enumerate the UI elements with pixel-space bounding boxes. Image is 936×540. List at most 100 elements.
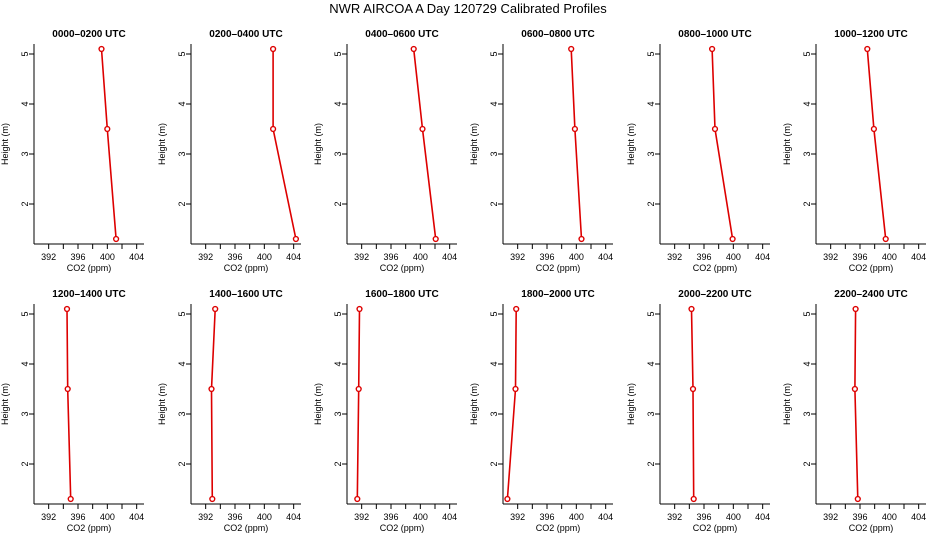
y-tick-label: 2 <box>177 461 187 466</box>
y-tick-label: 5 <box>646 51 656 56</box>
x-tick-label: 396 <box>696 512 711 522</box>
profile-line <box>412 48 437 240</box>
y-tick-label: 5 <box>802 51 812 56</box>
y-tick-label: 4 <box>646 101 656 106</box>
chart-panel-11: 2000–2200 UTC 392 396 400 404 2 3 4 5 CO2 (ppm) He… <box>626 289 770 533</box>
panel-title: 1400–1600 UTC <box>209 289 282 300</box>
profile-line <box>866 48 887 240</box>
y-axis-label: Height (m) <box>782 383 792 425</box>
y-tick-label: 5 <box>177 311 187 316</box>
y-axis-label: Height (m) <box>469 123 479 165</box>
data-point <box>568 45 575 53</box>
y-tick-label: 3 <box>20 151 30 156</box>
data-point <box>513 305 520 313</box>
profile-line <box>690 308 695 500</box>
data-point <box>504 495 511 503</box>
y-tick-label: 4 <box>20 361 30 366</box>
x-axis-label: CO2 (ppm) <box>536 523 581 533</box>
data-point <box>852 305 859 313</box>
data-point <box>64 385 71 393</box>
y-tick-label: 2 <box>802 461 812 466</box>
x-tick-label: 400 <box>257 252 272 262</box>
data-point <box>354 495 361 503</box>
y-tick-label: 2 <box>646 461 656 466</box>
x-tick-label: 396 <box>383 252 398 262</box>
data-point <box>292 235 300 243</box>
data-point <box>67 495 74 503</box>
chart-panel-8: 1400–1600 UTC 392 396 400 404 2 3 4 5 CO2 (ppm) He… <box>157 289 301 533</box>
chart-panel-5: 0800–1000 UTC 392 396 400 404 2 3 4 5 CO2 (ppm) He… <box>626 29 770 273</box>
x-axis-label: CO2 (ppm) <box>536 263 581 273</box>
y-tick-label: 4 <box>333 101 343 106</box>
data-point <box>98 45 105 53</box>
x-tick-label: 404 <box>911 512 926 522</box>
x-tick-label: 404 <box>755 252 770 262</box>
chart-panel-7: 1200–1400 UTC 392 396 400 404 2 3 4 5 CO2 (ppm) He… <box>0 289 144 533</box>
data-point <box>270 45 277 53</box>
x-tick-label: 396 <box>852 512 867 522</box>
x-axis-label: CO2 (ppm) <box>380 523 425 533</box>
y-tick-label: 3 <box>802 411 812 416</box>
data-point <box>208 385 215 393</box>
y-tick-label: 3 <box>333 411 343 416</box>
y-tick-label: 4 <box>802 361 812 366</box>
panel-title: 1600–1800 UTC <box>365 289 438 300</box>
data-point <box>212 305 219 313</box>
x-tick-label: 396 <box>383 512 398 522</box>
x-tick-label: 404 <box>129 512 144 522</box>
panel-title: 0400–0600 UTC <box>365 29 438 40</box>
y-tick-label: 5 <box>333 311 343 316</box>
x-tick-label: 392 <box>198 252 213 262</box>
data-point <box>711 125 719 133</box>
data-point <box>708 45 716 53</box>
y-tick-label: 2 <box>802 201 812 206</box>
y-axis-label: Height (m) <box>782 123 792 165</box>
data-point <box>270 125 277 133</box>
x-tick-label: 396 <box>70 252 85 262</box>
y-tick-label: 4 <box>177 361 187 366</box>
x-axis-label: CO2 (ppm) <box>849 523 894 533</box>
chart-panel-4: 0600–0800 UTC 392 396 400 404 2 3 4 5 CO2 (ppm) He… <box>469 29 613 273</box>
data-point <box>432 235 439 243</box>
data-point <box>410 45 417 53</box>
profile-line <box>100 48 117 240</box>
x-tick-label: 396 <box>539 512 554 522</box>
x-axis-label: CO2 (ppm) <box>224 263 269 273</box>
panel-title: 0600–0800 UTC <box>521 29 594 40</box>
x-tick-label: 400 <box>882 252 897 262</box>
x-tick-label: 400 <box>882 512 897 522</box>
chart-panel-1: 0000–0200 UTC 392 396 400 404 2 3 4 5 CO2 (ppm) He… <box>0 29 144 273</box>
data-point <box>112 235 120 243</box>
data-point <box>851 385 859 393</box>
x-tick-label: 404 <box>442 512 457 522</box>
x-tick-label: 400 <box>257 512 272 522</box>
y-tick-label: 2 <box>646 201 656 206</box>
profile-line <box>272 49 297 240</box>
y-tick-label: 4 <box>646 361 656 366</box>
y-tick-label: 2 <box>333 201 343 206</box>
panel-title: 2200–2400 UTC <box>834 289 907 300</box>
x-tick-label: 404 <box>598 252 613 262</box>
y-tick-label: 4 <box>802 101 812 106</box>
y-tick-label: 4 <box>177 101 187 106</box>
panel-title: 1800–2000 UTC <box>521 289 594 300</box>
data-point <box>578 235 585 243</box>
chart-panel-6: 1000–1200 UTC 392 396 400 404 2 3 4 5 CO2 (ppm) He… <box>782 29 926 273</box>
data-point <box>63 305 71 313</box>
x-tick-label: 392 <box>198 512 213 522</box>
x-tick-label: 404 <box>286 512 301 522</box>
y-tick-label: 5 <box>177 51 187 56</box>
y-tick-label: 2 <box>177 201 187 206</box>
x-tick-label: 400 <box>569 252 584 262</box>
data-point <box>864 45 871 53</box>
chart-panel-9: 1600–1800 UTC 392 396 400 404 2 3 4 5 CO2 (ppm) He… <box>313 289 457 533</box>
y-axis-label: Height (m) <box>157 383 167 425</box>
panel-title: 1000–1200 UTC <box>834 29 907 40</box>
y-tick-label: 3 <box>489 411 499 416</box>
y-axis-label: Height (m) <box>0 123 10 165</box>
data-point <box>882 235 889 243</box>
x-axis-label: CO2 (ppm) <box>693 523 738 533</box>
y-tick-label: 5 <box>20 311 30 316</box>
x-tick-label: 392 <box>667 512 682 522</box>
profile-line <box>854 308 859 500</box>
